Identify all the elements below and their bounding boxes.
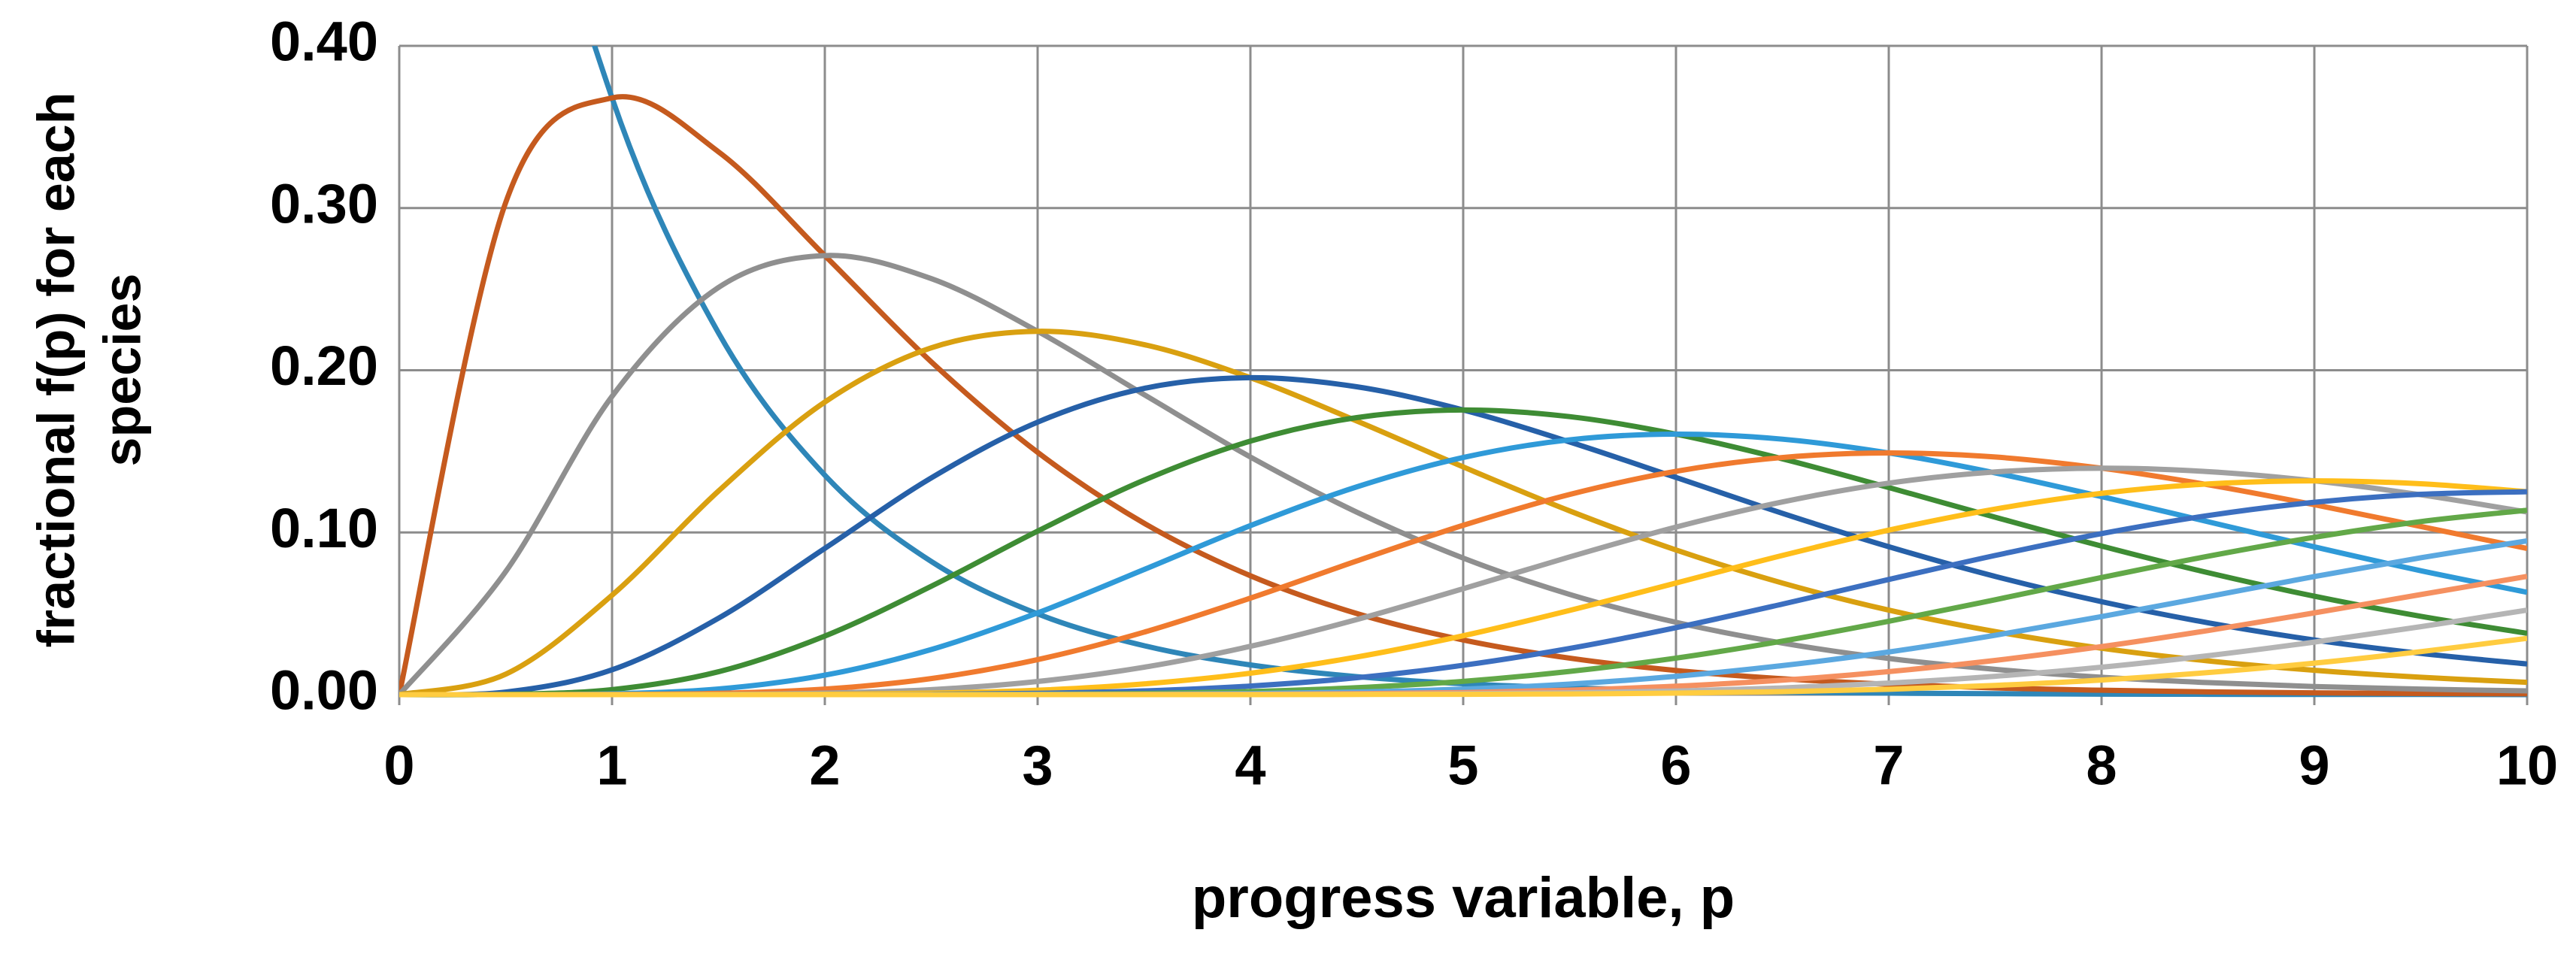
y-axis-label: species xyxy=(92,274,151,467)
y-tick-label: 0.40 xyxy=(270,11,378,73)
series-line xyxy=(399,407,2527,698)
y-tick-label: 0.00 xyxy=(270,659,378,722)
x-tick-label: 9 xyxy=(2299,734,2329,797)
x-axis-label: progress variable, p xyxy=(1192,866,1735,930)
x-tick-label: 1 xyxy=(596,734,627,797)
x-tick-label: 3 xyxy=(1022,734,1053,797)
series-line xyxy=(399,329,2527,698)
x-tick-label: 6 xyxy=(1660,734,1691,797)
x-tick-label: 8 xyxy=(2086,734,2117,797)
y-tick-label: 0.20 xyxy=(270,335,378,397)
plot-area xyxy=(399,46,2527,698)
x-tick-label: 0 xyxy=(383,734,414,797)
x-tick-label: 10 xyxy=(2496,734,2558,797)
x-tick-label: 7 xyxy=(1873,734,1904,797)
x-tick-label: 5 xyxy=(1447,734,1478,797)
series-line xyxy=(399,635,2527,698)
x-tick-label: 4 xyxy=(1235,734,1265,797)
y-tick-label: 0.30 xyxy=(270,172,378,235)
x-tick-label: 2 xyxy=(809,734,840,797)
y-tick-label: 0.10 xyxy=(270,497,378,559)
series-line xyxy=(399,94,2527,697)
y-axis-label: fractional f(p) for each xyxy=(26,92,85,648)
